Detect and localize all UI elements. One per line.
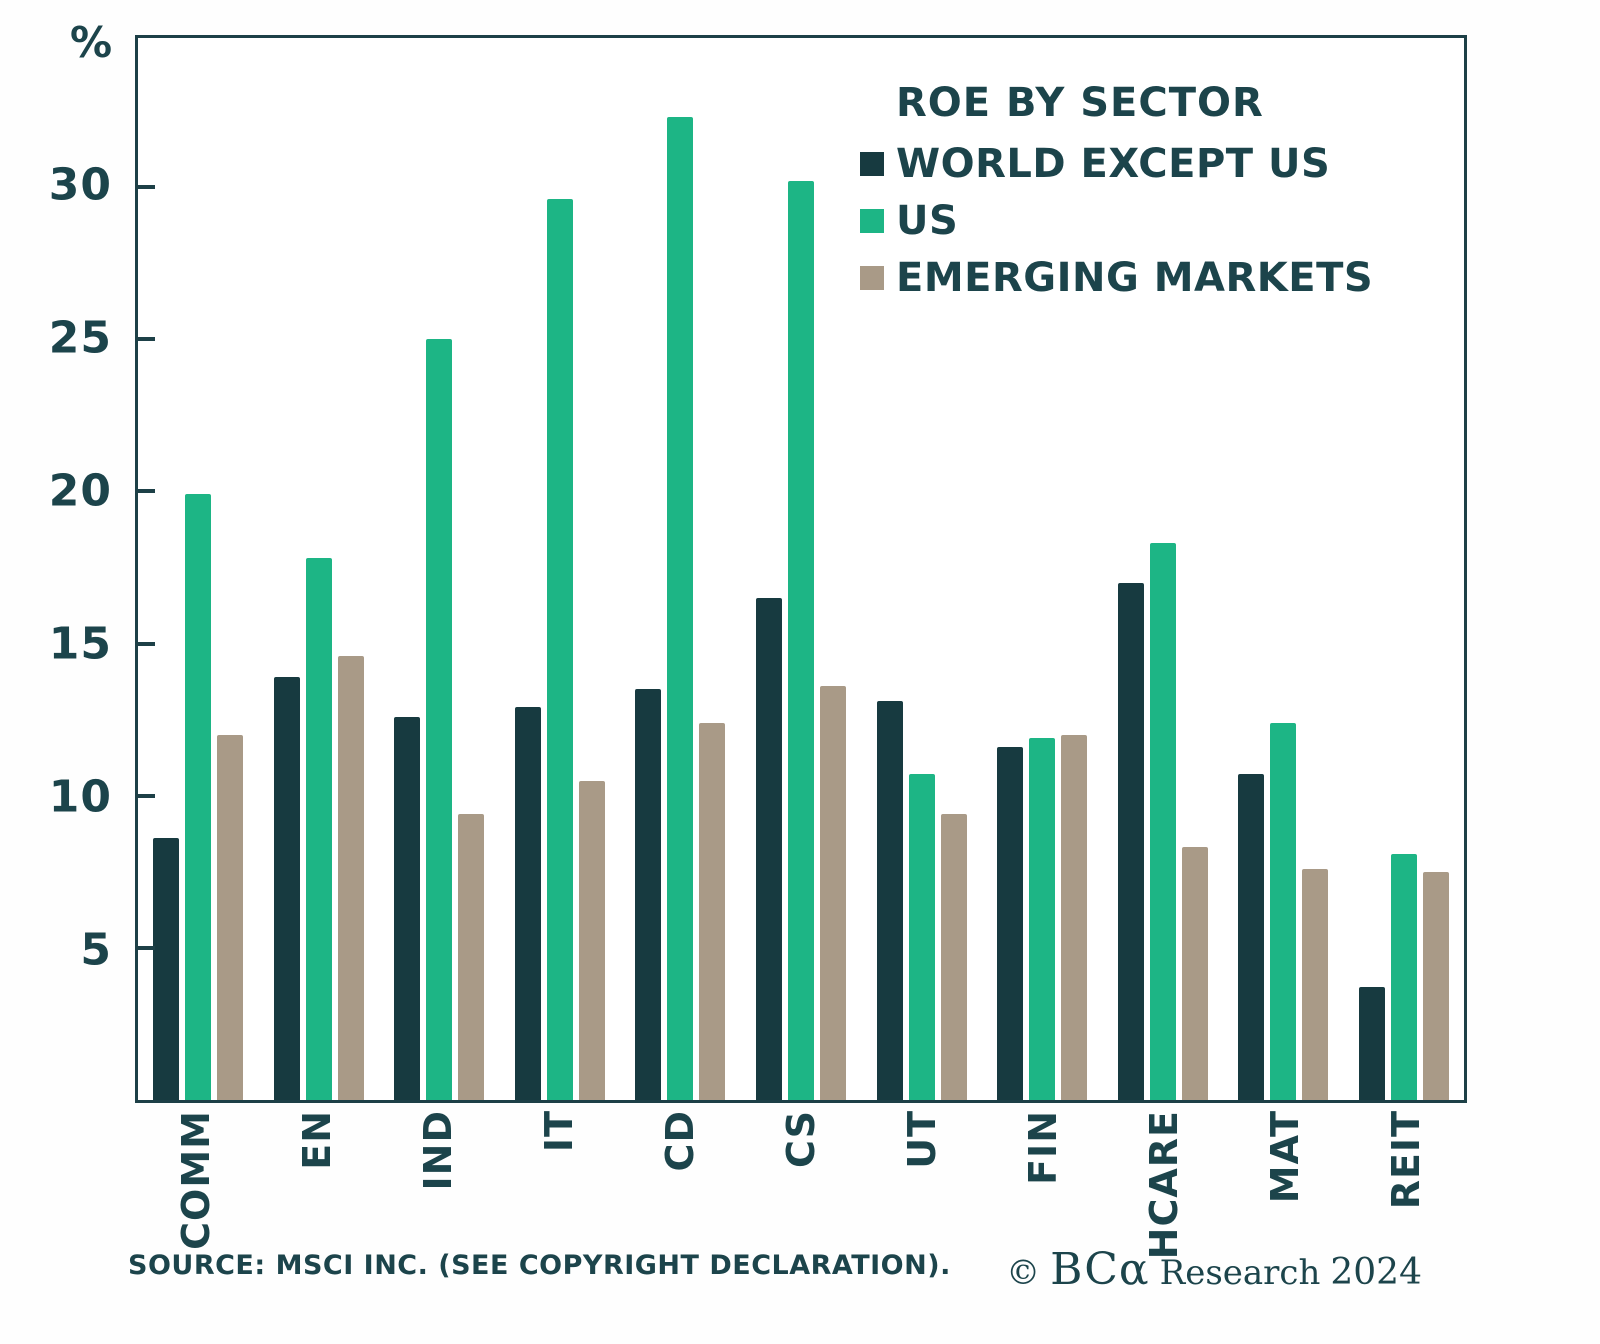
legend-label: WORLD EXCEPT US [896, 141, 1331, 187]
bar-group-en [259, 38, 380, 1100]
bar-ut-emerging-markets [940, 813, 967, 1100]
bar-reit-us [1390, 853, 1417, 1100]
y-axis-tick-labels: 5 10 15 20 25 30 [0, 35, 112, 1103]
bar-group-it [500, 38, 621, 1100]
bars-layer [138, 38, 1464, 1100]
x-label-hcare: HCARE [1142, 1110, 1187, 1260]
bar-comm-world-except-us [153, 838, 180, 1100]
copyright-symbol: © [1006, 1253, 1041, 1293]
bar-ind-emerging-markets [458, 813, 485, 1100]
x-label-comm: COMM [173, 1110, 218, 1250]
y-tick-label-15: 15 [48, 618, 112, 670]
legend-item-emerging-markets: EMERGING MARKETS [860, 255, 1373, 301]
bar-group-comm [138, 38, 259, 1100]
bar-ind-us [426, 339, 453, 1100]
bar-mat-us [1270, 722, 1297, 1100]
y-axis-unit-label: % [70, 18, 113, 67]
x-label-mat: MAT [1263, 1110, 1308, 1204]
bar-group-ind [379, 38, 500, 1100]
bar-hcare-emerging-markets [1181, 847, 1208, 1100]
bar-fin-us [1029, 737, 1056, 1100]
y-tick-mark-20 [138, 489, 155, 494]
y-tick-label-20: 20 [48, 465, 112, 517]
legend-item-world-except-us: WORLD EXCEPT US [860, 141, 1373, 187]
brand-credit: © BCα Research 2024 [1006, 1244, 1422, 1295]
bar-cd-world-except-us [635, 689, 662, 1100]
x-label-fin: FIN [1021, 1110, 1066, 1185]
bar-en-us [305, 558, 332, 1100]
y-tick-label-10: 10 [48, 771, 112, 823]
bar-it-emerging-markets [578, 780, 605, 1100]
x-label-cs: CS [779, 1110, 824, 1168]
bar-group-reit [1343, 38, 1464, 1100]
plot-area: ROE BY SECTOR WORLD EXCEPT US US EMERGING … [135, 35, 1467, 1103]
bar-group-cd [620, 38, 741, 1100]
bar-cs-emerging-markets [820, 686, 846, 1100]
bar-group-cs [741, 38, 862, 1100]
legend-label: EMERGING MARKETS [896, 255, 1374, 301]
bar-mat-world-except-us [1238, 774, 1265, 1100]
y-tick-mark-5 [138, 945, 155, 950]
legend-swatch-icon [860, 209, 884, 233]
bar-group-hcare [1102, 38, 1223, 1100]
x-label-en: EN [294, 1110, 339, 1170]
source-note: SOURCE: MSCI INC. (SEE COPYRIGHT DECLARA… [128, 1250, 951, 1281]
legend-item-us: US [860, 198, 1373, 244]
y-tick-label-30: 30 [48, 159, 112, 211]
x-label-cd: CD [657, 1110, 702, 1172]
x-label-ind: IND [415, 1110, 460, 1191]
x-label-ut: UT [900, 1110, 945, 1169]
bar-cs-world-except-us [756, 597, 782, 1100]
bar-ut-world-except-us [876, 701, 903, 1100]
legend-swatch-icon [860, 152, 884, 176]
bar-fin-emerging-markets [1061, 734, 1088, 1100]
bar-fin-world-except-us [997, 747, 1024, 1100]
bar-reit-emerging-markets [1422, 871, 1449, 1100]
y-tick-mark-25 [138, 337, 155, 342]
y-tick-mark-10 [138, 793, 155, 798]
legend-label: US [896, 198, 959, 244]
credit-year: 2024 [1330, 1252, 1422, 1293]
bar-en-world-except-us [273, 677, 300, 1100]
bar-cd-us [667, 117, 694, 1100]
bar-en-emerging-markets [337, 655, 364, 1100]
y-tick-mark-30 [138, 185, 155, 190]
brand-name: Research [1159, 1253, 1321, 1293]
y-tick-mark-15 [138, 641, 155, 646]
bar-it-us [546, 199, 573, 1100]
y-tick-label-25: 25 [48, 312, 112, 364]
bar-group-mat [1223, 38, 1344, 1100]
x-label-reit: REIT [1384, 1110, 1429, 1210]
bar-ut-us [908, 774, 935, 1100]
bar-group-ut [861, 38, 982, 1100]
legend: ROE BY SECTOR WORLD EXCEPT US US EMERGING … [860, 80, 1373, 301]
y-tick-label-5: 5 [80, 924, 112, 976]
bar-comm-emerging-markets [217, 734, 244, 1100]
brand-logo-text: BCα [1050, 1244, 1150, 1295]
bar-hcare-us [1149, 543, 1176, 1100]
x-label-it: IT [536, 1110, 581, 1153]
bar-reit-world-except-us [1358, 987, 1385, 1100]
chart-title: ROE BY SECTOR [896, 80, 1264, 126]
bar-cd-emerging-markets [699, 722, 726, 1100]
bar-hcare-world-except-us [1117, 582, 1144, 1100]
bar-group-fin [982, 38, 1103, 1100]
bar-it-world-except-us [514, 707, 541, 1100]
bar-mat-emerging-markets [1302, 868, 1329, 1100]
bar-cs-us [788, 181, 814, 1100]
legend-swatch-icon [860, 266, 884, 290]
bar-comm-us [185, 494, 212, 1100]
bar-ind-world-except-us [394, 716, 421, 1100]
